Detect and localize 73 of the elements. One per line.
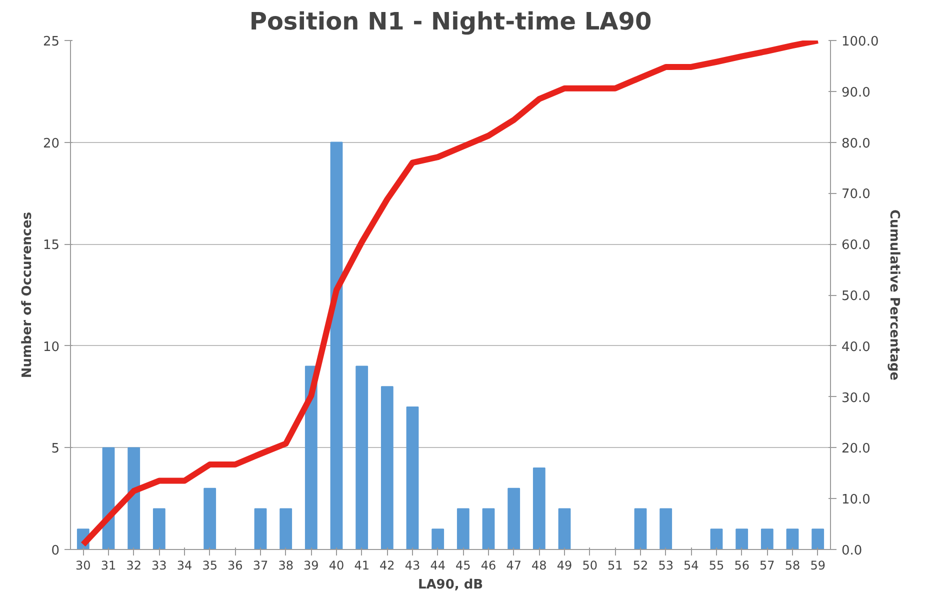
bar: [152, 508, 166, 550]
x-tick-label: 56: [734, 558, 750, 572]
bar: [128, 447, 140, 550]
x-tick-label: 42: [380, 558, 395, 572]
y2-tick-label: 60.0: [842, 238, 870, 254]
bar: [660, 508, 672, 550]
y-axis-title: Number of Occurences: [20, 212, 35, 378]
bar: [710, 528, 723, 550]
x-tick-label: 35: [202, 558, 218, 572]
x-tick-label: 40: [328, 558, 344, 572]
bar: [508, 488, 520, 550]
x-tick-label: 49: [556, 558, 572, 572]
bar: [380, 386, 394, 550]
y2-tick-label: 70.0: [842, 187, 870, 202]
x-tick-label: 39: [304, 558, 319, 572]
y2-tick-label: 90.0: [842, 85, 870, 100]
y2-tick-label: 20.0: [842, 442, 870, 457]
x-tick-label: 58: [784, 558, 800, 572]
bar: [482, 508, 495, 550]
bar: [634, 508, 647, 550]
y2-tick-label: 100.0: [842, 34, 879, 50]
chart-title: Position N1 - Night-time LA90: [249, 8, 652, 36]
x-tick-label: 38: [278, 558, 294, 572]
x-tick-label: 50: [582, 558, 598, 572]
x-tick-label: 54: [684, 558, 699, 572]
x-tick-label: 51: [608, 558, 623, 572]
y2-tick-label: 10.0: [842, 492, 870, 508]
bar: [558, 508, 571, 550]
y2-tick-label: 80.0: [842, 136, 870, 152]
y2-axis-title: Cumulative Percentage: [886, 210, 902, 381]
bar: [280, 508, 292, 550]
bar: [204, 488, 216, 550]
x-tick-label: 45: [456, 558, 471, 572]
bar: [812, 528, 824, 550]
bar: [786, 528, 799, 550]
x-tick-label: 46: [480, 558, 496, 572]
x-tick-label: 34: [176, 558, 192, 572]
y2-tick-label: 50.0: [842, 289, 870, 304]
bar: [760, 528, 774, 550]
y2-tick-label: 40.0: [842, 340, 870, 355]
y-tick-label: 25: [42, 34, 60, 50]
x-tick-label: 55: [708, 558, 724, 572]
bar: [254, 508, 267, 550]
y-tick-label: 15: [42, 238, 60, 254]
x-tick-label: 41: [354, 558, 370, 572]
y-tick-label: 5: [51, 442, 60, 457]
bar: [456, 508, 470, 550]
x-tick-label: 30: [76, 558, 91, 572]
bar: [532, 468, 546, 550]
y2-tick-label: 30.0: [842, 390, 870, 406]
x-axis-title: LA90, dB: [418, 578, 484, 592]
bar: [736, 528, 748, 550]
bar: [406, 406, 419, 550]
x-tick-label: 43: [404, 558, 420, 572]
x-tick-label: 32: [126, 558, 142, 572]
bar: [356, 366, 368, 550]
bar: [432, 528, 444, 550]
y-tick-label: 20: [42, 136, 60, 152]
y-tick-label: 10: [42, 340, 60, 355]
x-tick-label: 57: [760, 558, 775, 572]
y2-tick-label: 0.0: [842, 544, 862, 558]
x-tick-label: 48: [532, 558, 547, 572]
x-tick-label: 36: [228, 558, 243, 572]
x-tick-label: 31: [100, 558, 116, 572]
x-tick-label: 59: [810, 558, 826, 572]
x-tick-label: 44: [430, 558, 446, 572]
x-tick-label: 52: [632, 558, 648, 572]
x-tick-label: 53: [658, 558, 674, 572]
x-tick-label: 37: [252, 558, 268, 572]
bar: [330, 142, 343, 550]
y-tick-label: 0: [51, 544, 60, 558]
x-tick-label: 47: [506, 558, 522, 572]
x-tick-label: 33: [152, 558, 167, 572]
